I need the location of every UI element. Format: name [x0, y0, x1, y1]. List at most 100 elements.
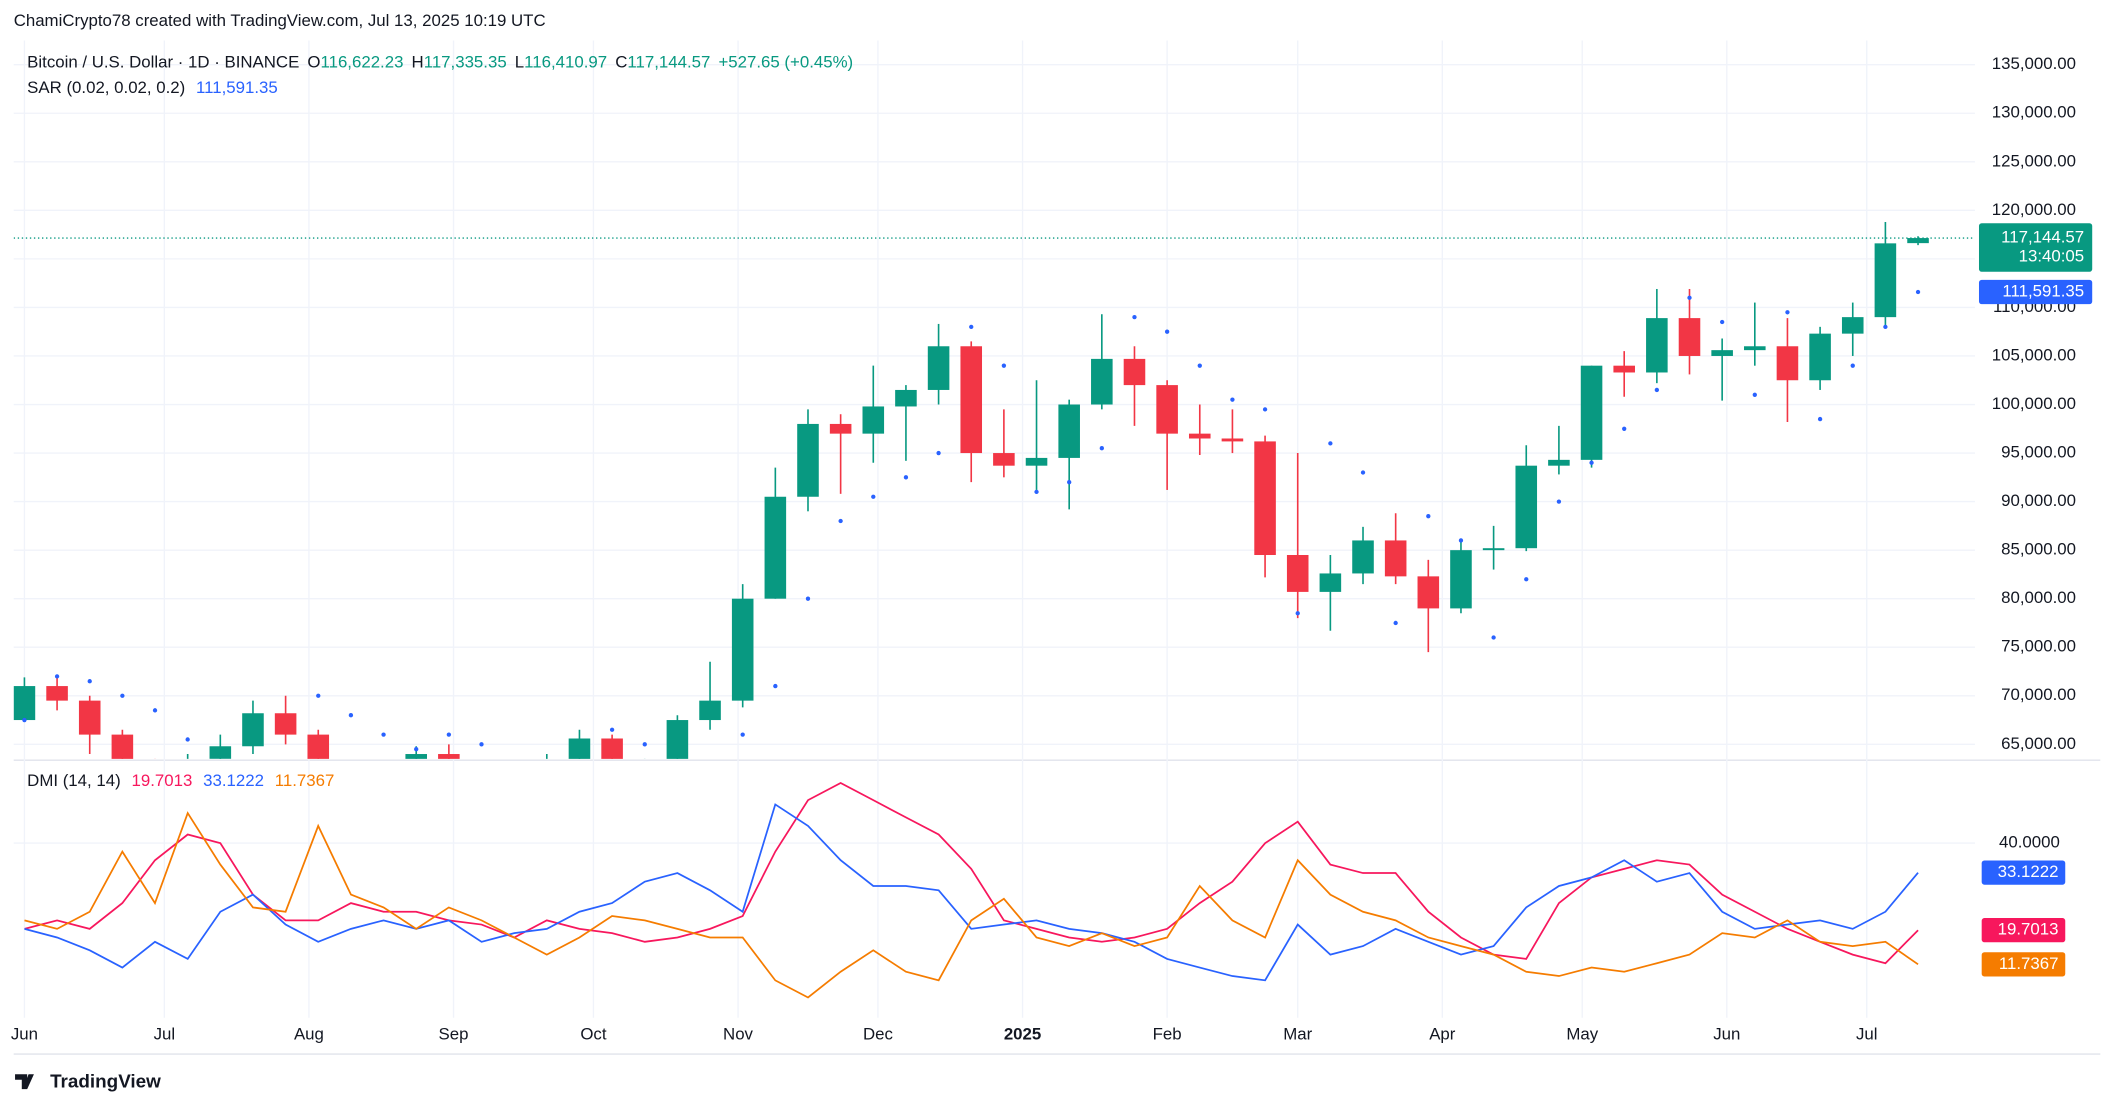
logo-icon	[15, 1074, 34, 1090]
candle-body	[699, 700, 721, 721]
sar-dot	[773, 683, 778, 689]
sar-dot	[446, 732, 452, 737]
quote-key: C	[615, 53, 627, 72]
x-tick-label: Jun	[11, 1025, 38, 1044]
quote-value: 117,144.57	[627, 53, 710, 72]
y-tick-label: 85,000.00	[2001, 540, 2076, 559]
sar-badge-label: 111,591.35	[2002, 281, 2084, 300]
y-tick-label: 130,000.00	[1992, 103, 2076, 122]
sar-dot	[1230, 397, 1235, 402]
y-tick-label: 40.0000	[1999, 833, 2060, 852]
candle-body	[1548, 459, 1570, 466]
sar-dot	[805, 596, 811, 601]
candle-body	[1580, 365, 1603, 460]
sar-dot	[1785, 310, 1790, 315]
candle-body	[1646, 318, 1668, 373]
candle-body	[1809, 333, 1831, 381]
sar-dot	[22, 717, 27, 723]
candle-body	[993, 453, 1015, 466]
x-tick-label: Oct	[580, 1025, 607, 1044]
attribution: ChamiCrypto78 created with TradingView.c…	[14, 11, 546, 30]
last-price-label: 117,144.57	[2001, 228, 2084, 247]
sar-dot	[152, 708, 158, 713]
sar-dot	[1491, 635, 1496, 640]
dmi-value: 19.7013	[131, 771, 192, 790]
dmi-line	[24, 811, 1919, 999]
sar-dot	[1034, 489, 1039, 495]
sar-dot	[1067, 480, 1072, 485]
footer-logo: TradingView	[15, 1070, 161, 1091]
candle-body	[1874, 243, 1897, 318]
candle-body	[960, 346, 983, 454]
candle-body	[405, 754, 427, 759]
y-tick-label: 70,000.00	[2001, 685, 2076, 704]
candle-body	[895, 389, 917, 407]
y-tick-label: 80,000.00	[2001, 588, 2076, 607]
sar-dot	[348, 713, 354, 718]
dmi-legend: DMI (14, 14) 19.7013 33.1222 11.7367	[27, 771, 334, 790]
candle-body	[1907, 238, 1929, 244]
sar-dot	[838, 518, 843, 524]
dmi-badge	[1981, 860, 2066, 885]
quote-value: 116,410.97	[524, 53, 607, 72]
candle-body	[209, 746, 232, 759]
dmi-badge-label: 11.7367	[1999, 954, 2059, 973]
candle-body	[927, 346, 950, 390]
candle-body	[1678, 318, 1701, 356]
sar-dot	[903, 475, 909, 480]
sar-dot	[87, 679, 92, 684]
candle-body	[1482, 548, 1505, 551]
candle-body	[1450, 550, 1472, 609]
x-tick-label: Aug	[294, 1025, 324, 1044]
candle-body	[1221, 438, 1244, 442]
sar-dot	[1001, 363, 1007, 368]
sar-dot	[316, 693, 321, 698]
candle-body	[1841, 317, 1864, 334]
sar-dot	[609, 727, 615, 732]
x-tick-label: Apr	[1429, 1025, 1456, 1044]
candle-body	[568, 738, 591, 759]
candle-body	[1058, 404, 1080, 458]
y-tick-label: 125,000.00	[1992, 151, 2076, 170]
quote-key: H	[412, 53, 424, 72]
candle-body	[307, 734, 330, 759]
x-tick-label: 2025	[1004, 1025, 1041, 1044]
sar-dot	[936, 450, 941, 456]
quote-value: 116,622.23	[320, 53, 403, 72]
dmi-value: 33.1222	[203, 771, 264, 790]
logo-text: TradingView	[50, 1070, 161, 1091]
dmi-badge	[1981, 918, 2066, 943]
candle-body	[1091, 358, 1113, 405]
symbol-title: Bitcoin / U.S. Dollar · 1D · BINANCE	[27, 53, 299, 72]
sar-dot	[414, 747, 419, 752]
dmi-title: DMI (14, 14)	[27, 771, 121, 790]
candle-body	[1384, 540, 1407, 577]
sar-dot	[1262, 407, 1268, 412]
sar-dot	[185, 737, 190, 742]
candle-body	[78, 700, 101, 735]
candle-body	[1515, 465, 1538, 549]
y-tick-label: 65,000.00	[2001, 734, 2076, 753]
candle-body	[731, 598, 754, 701]
sar-dot	[740, 732, 745, 737]
sar-dot	[1393, 620, 1398, 626]
sar-dot	[381, 732, 386, 737]
sar-dot	[1687, 295, 1692, 300]
candle-body	[797, 423, 819, 497]
candle-body	[1025, 457, 1048, 466]
sar-dot	[1360, 470, 1366, 475]
candle-body	[1711, 350, 1733, 356]
sar-dot	[1915, 289, 1921, 295]
quote-value: 117,335.35	[424, 53, 507, 72]
x-tick-label: Mar	[1283, 1025, 1312, 1044]
quote-key: L	[515, 53, 524, 72]
sar-dot	[1099, 446, 1104, 451]
quote-key: O	[307, 53, 320, 72]
candle-body	[666, 720, 689, 759]
sar-dot	[120, 693, 125, 698]
dmi-value: 11.7367	[275, 771, 335, 790]
x-tick-label: Nov	[723, 1025, 754, 1044]
dmi-badge	[1981, 952, 2066, 977]
sar-dot	[1458, 538, 1464, 543]
sar-dot	[871, 494, 876, 499]
